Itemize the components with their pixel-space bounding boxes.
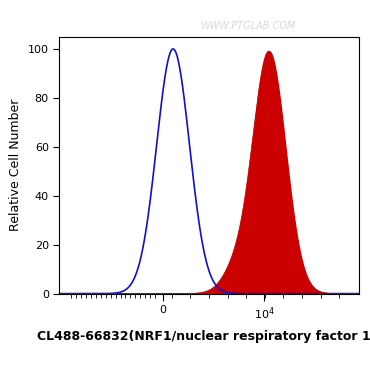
Text: WWW.PTGLAB.COM: WWW.PTGLAB.COM	[200, 21, 296, 31]
X-axis label: CL488-66832(NRF1/nuclear respiratory factor 1),: CL488-66832(NRF1/nuclear respiratory fac…	[37, 330, 370, 344]
Y-axis label: Relative Cell Number: Relative Cell Number	[9, 99, 22, 231]
